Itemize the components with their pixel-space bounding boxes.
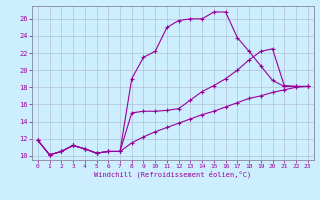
- X-axis label: Windchill (Refroidissement éolien,°C): Windchill (Refroidissement éolien,°C): [94, 171, 252, 178]
